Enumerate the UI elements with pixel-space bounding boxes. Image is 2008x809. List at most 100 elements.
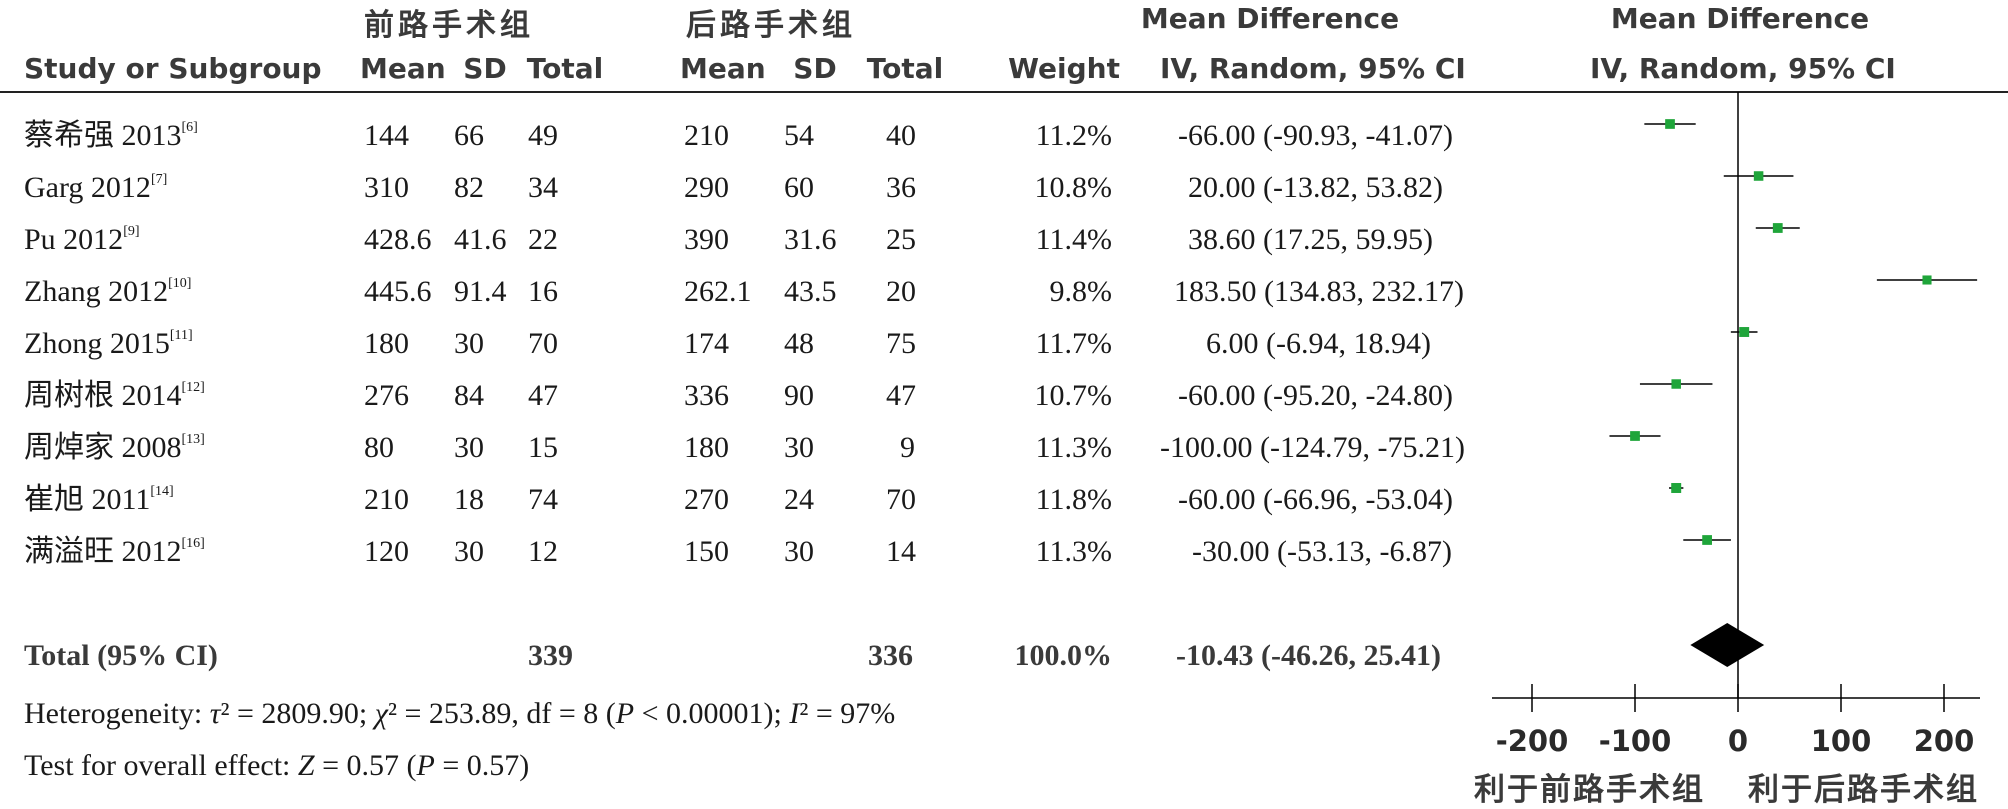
mean2-cell: 174 (684, 327, 729, 360)
study-name: 周焯家 2008[13] (24, 431, 205, 464)
ci-cell: 38.60 (17.25, 59.95) (1188, 223, 1433, 256)
sd2-cell: 90 (784, 379, 814, 412)
total2-cell: 47 (886, 379, 916, 412)
sd2-cell: 54 (784, 119, 814, 152)
x-tick-label: 100 (1811, 724, 1872, 758)
ci-cell: 20.00 (-13.82, 53.82) (1188, 171, 1443, 204)
mean1-cell: 144 (364, 119, 409, 152)
study-name: Garg 2012[7] (24, 171, 168, 204)
mean1-cell: 428.6 (364, 223, 432, 256)
study-name: Pu 2012[9] (24, 223, 140, 256)
total-ci-cell: -10.43 (-46.26, 25.41) (1176, 639, 1441, 672)
mean1-cell: 445.6 (364, 275, 432, 308)
study-column-header: Study or Subgroup (24, 52, 322, 85)
total1-cell: 34 (528, 171, 558, 204)
effect-marker (1665, 119, 1675, 129)
total2-cell: 20 (886, 275, 916, 308)
weight-cell: 11.8% (1035, 483, 1112, 516)
weight-cell: 11.7% (1035, 327, 1112, 360)
study-name: Zhang 2012[10] (24, 275, 192, 308)
sd1-cell: 91.4 (454, 275, 507, 308)
effect-marker (1739, 327, 1750, 337)
mean2-cell: 180 (684, 431, 729, 464)
sd1-column-header: SD (463, 52, 507, 85)
total1-cell: 12 (528, 535, 558, 568)
total2-cell: 75 (886, 327, 916, 360)
total2-cell: 336 (868, 639, 913, 672)
total2-cell: 9 (900, 431, 915, 464)
effect-marker (1753, 171, 1764, 181)
sd2-cell: 24 (784, 483, 814, 516)
effect-marker (1630, 431, 1640, 441)
total2-cell: 25 (886, 223, 916, 256)
mean-difference-header-plot: Mean Difference (1610, 2, 1870, 35)
mean2-cell: 390 (684, 223, 729, 256)
mean1-column-header: Mean (360, 52, 446, 85)
effect-marker (1702, 535, 1712, 545)
mean1-cell: 210 (364, 483, 409, 516)
ci-cell: 183.50 (134.83, 232.17) (1174, 275, 1464, 308)
mean2-cell: 270 (684, 483, 729, 516)
mean1-cell: 310 (364, 171, 409, 204)
mean2-cell: 336 (684, 379, 729, 412)
total2-column-header: Total (866, 52, 944, 85)
study-name: 满溢旺 2012[16] (24, 535, 205, 568)
mean2-column-header: Mean (680, 52, 766, 85)
sd1-cell: 41.6 (454, 223, 507, 256)
sd2-cell: 60 (784, 171, 814, 204)
mean1-cell: 120 (364, 535, 409, 568)
pooled-diamond (1690, 623, 1765, 667)
group1-header: 前路手术组 (364, 8, 534, 43)
mean2-cell: 290 (684, 171, 729, 204)
mean1-cell: 80 (364, 431, 394, 464)
sd2-cell: 31.6 (784, 223, 837, 256)
ci-cell: -66.00 (-90.93, -41.07) (1178, 119, 1453, 152)
mean1-cell: 180 (364, 327, 409, 360)
total2-cell: 36 (886, 171, 916, 204)
total1-cell: 339 (528, 639, 573, 672)
total1-cell: 70 (528, 327, 558, 360)
weight-cell: 11.3% (1035, 431, 1112, 464)
ci-cell: -60.00 (-66.96, -53.04) (1178, 483, 1453, 516)
sd2-cell: 48 (784, 327, 814, 360)
ci-column-header-table: IV, Random, 95% CI (1160, 52, 1466, 85)
total1-cell: 74 (528, 483, 558, 516)
weight-cell: 11.2% (1035, 119, 1112, 152)
weight-cell: 9.8% (1049, 275, 1113, 308)
weight-cell: 11.4% (1035, 223, 1112, 256)
sd2-cell: 30 (784, 431, 814, 464)
sd1-cell: 30 (454, 431, 484, 464)
ci-cell: -60.00 (-95.20, -24.80) (1178, 379, 1453, 412)
sd1-cell: 18 (454, 483, 484, 516)
x-tick-label: 0 (1728, 724, 1748, 758)
ci-column-header-plot: IV, Random, 95% CI (1590, 52, 1896, 85)
group2-header: 后路手术组 (686, 8, 856, 43)
weight-cell: 10.7% (1034, 379, 1113, 412)
header-rule (0, 91, 2008, 93)
mean2-cell: 150 (684, 535, 729, 568)
total1-column-header: Total (526, 52, 604, 85)
overall-effect-text: Test for overall effect: Z = 0.57 (P = 0… (24, 749, 530, 782)
mean2-cell: 262.1 (684, 275, 752, 308)
sd1-cell: 82 (454, 171, 484, 204)
sd1-cell: 84 (454, 379, 484, 412)
sd1-cell: 30 (454, 327, 484, 360)
total-label: Total (95% CI) (24, 639, 218, 672)
study-name: 蔡希强 2013[6] (24, 119, 198, 152)
mean2-cell: 210 (684, 119, 729, 152)
mean-difference-header-table: Mean Difference (1140, 2, 1400, 35)
total2-cell: 70 (886, 483, 916, 516)
weight-cell: 11.3% (1035, 535, 1112, 568)
total2-cell: 40 (886, 119, 916, 152)
weight-cell: 10.8% (1034, 171, 1113, 204)
total1-cell: 15 (528, 431, 558, 464)
favours-left-label: 利于前路手术组 (1474, 772, 1705, 808)
effect-marker (1772, 223, 1783, 233)
sd1-cell: 30 (454, 535, 484, 568)
effect-marker (1671, 483, 1682, 493)
favours-right-label: 利于后路手术组 (1748, 772, 1979, 808)
sd1-cell: 66 (454, 119, 484, 152)
x-tick-label: -100 (1599, 724, 1672, 758)
study-name: Zhong 2015[11] (24, 327, 193, 360)
